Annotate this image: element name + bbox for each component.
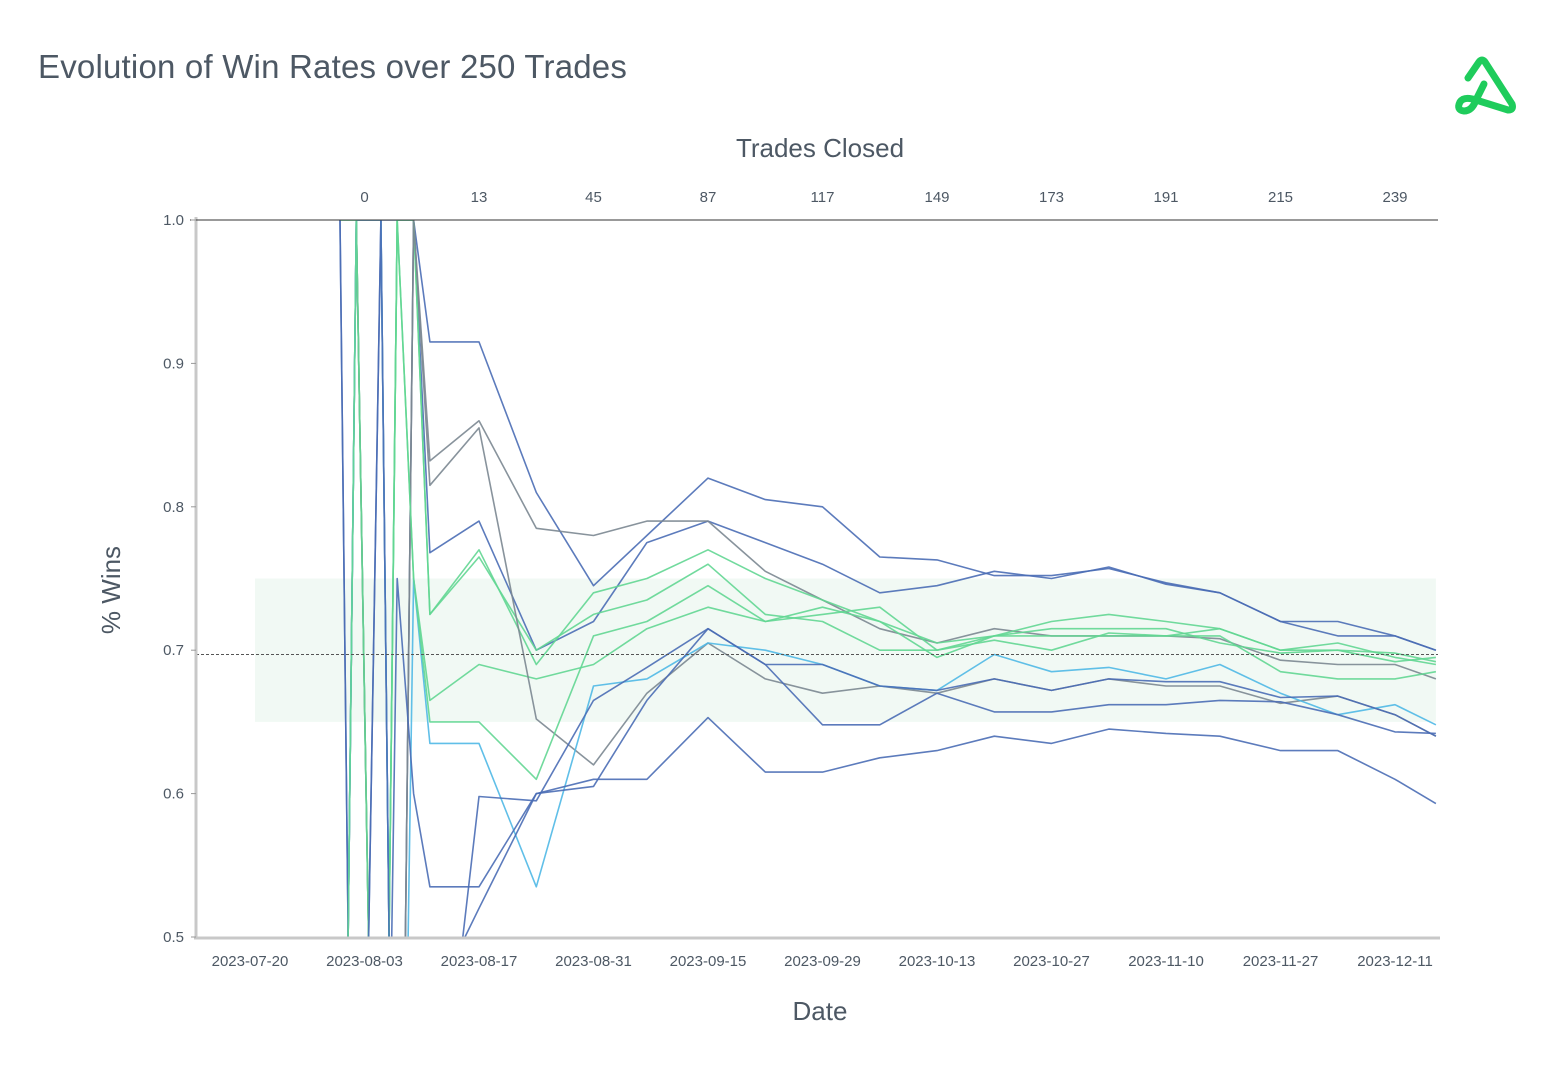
x-tick-label: 2023-12-11 [1357,953,1433,970]
top-x-tick-label: 45 [585,189,602,206]
top-x-tick-label: 215 [1268,189,1293,206]
y-tick-label: 0.5 [163,929,184,946]
top-x-tick-label: 87 [700,189,717,206]
top-x-tick-label: 173 [1039,189,1064,206]
brand-logo-icon [1446,54,1518,125]
y-tick-label: 0.7 [163,642,184,659]
x-tick-label: 2023-07-20 [212,953,289,970]
top-x-tick-label: 149 [924,189,949,206]
y-axis-title: % Wins [96,546,126,634]
top-x-tick-label: 13 [471,189,488,206]
series-line-12 [367,220,1437,937]
top-x-tick-label: 117 [811,189,835,206]
top-x-tick-label: 239 [1382,189,1407,206]
chart-title: Evolution of Win Rates over 250 Trades [38,48,628,85]
x-tick-label: 2023-10-27 [1013,953,1090,970]
top-x-tick-label: 191 [1153,189,1178,206]
x-axis-title: Date [793,996,848,1026]
x-tick-label: 2023-09-29 [784,953,861,970]
x-tick-label: 2023-08-31 [555,953,632,970]
x-tick-label: 2023-09-15 [670,953,747,970]
x-tick-label: 2023-10-13 [899,953,976,970]
y-tick-label: 0.9 [163,355,184,372]
series-group [339,220,1437,937]
series-line-10 [347,220,1437,937]
top-x-axis-title: Trades Closed [736,133,904,163]
y-tick-label: 1.0 [163,212,184,229]
y-tick-label: 0.6 [163,786,184,803]
series-line-11 [464,716,1437,937]
y-tick-label: 0.8 [163,499,184,516]
x-tick-label: 2023-11-27 [1243,953,1319,970]
series-line-8 [347,220,1437,937]
x-tick-label: 2023-08-17 [441,953,518,970]
top-x-tick-label: 0 [360,189,368,206]
x-tick-label: 2023-08-03 [326,953,403,970]
series-line-2 [339,220,1437,937]
series-line-5 [347,220,1436,937]
x-tick-label: 2023-11-10 [1128,953,1204,970]
